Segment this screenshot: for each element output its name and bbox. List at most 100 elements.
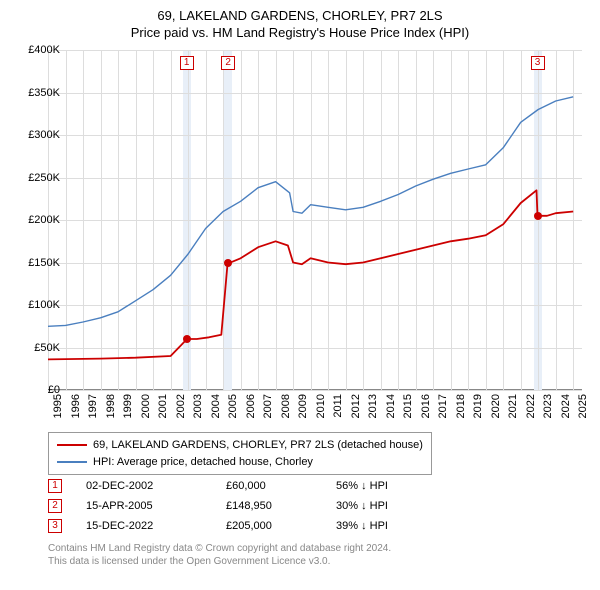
sales-row: 1 02-DEC-2002£60,00056% ↓ HPI bbox=[48, 476, 436, 496]
sales-row: 215-APR-2005£148,95030% ↓ HPI bbox=[48, 496, 436, 516]
xtick-label: 2015 bbox=[402, 394, 414, 418]
xtick-label: 2006 bbox=[245, 394, 257, 418]
xtick-label: 1996 bbox=[70, 394, 82, 418]
sales-marker: 1 bbox=[48, 479, 62, 493]
sales-marker: 3 bbox=[48, 519, 62, 533]
gridline-v bbox=[153, 50, 154, 390]
footer-line1: Contains HM Land Registry data © Crown c… bbox=[48, 542, 391, 555]
legend-swatch bbox=[57, 444, 87, 446]
sales-row: 3 15-DEC-2022£205,00039% ↓ HPI bbox=[48, 516, 436, 536]
xtick-label: 2016 bbox=[420, 394, 432, 418]
gridline-v bbox=[538, 50, 539, 390]
xtick-label: 2018 bbox=[455, 394, 467, 418]
xtick-label: 1998 bbox=[105, 394, 117, 418]
ytick-label: £50K bbox=[14, 342, 60, 354]
sale-dot bbox=[534, 212, 542, 220]
chart-area: 1 2 3 bbox=[48, 50, 582, 390]
gridline-v bbox=[136, 50, 137, 390]
gridline-v bbox=[328, 50, 329, 390]
marker-box: 3 bbox=[531, 56, 545, 70]
gridline-v bbox=[171, 50, 172, 390]
gridline-v bbox=[101, 50, 102, 390]
ytick-label: £200K bbox=[14, 214, 60, 226]
marker-box: 2 bbox=[221, 56, 235, 70]
gridline-v bbox=[381, 50, 382, 390]
gridline-v bbox=[241, 50, 242, 390]
xtick-label: 2009 bbox=[297, 394, 309, 418]
xtick-label: 2003 bbox=[192, 394, 204, 418]
gridline-v bbox=[503, 50, 504, 390]
chart-container: 69, LAKELAND GARDENS, CHORLEY, PR7 2LS P… bbox=[0, 0, 600, 590]
gridline-v bbox=[311, 50, 312, 390]
gridline-v bbox=[223, 50, 224, 390]
gridline-v bbox=[416, 50, 417, 390]
sales-diff: 30% ↓ HPI bbox=[336, 500, 436, 512]
gridline-h bbox=[48, 135, 582, 136]
ytick-label: £250K bbox=[14, 172, 60, 184]
xtick-label: 2000 bbox=[140, 394, 152, 418]
legend-row: HPI: Average price, detached house, Chor… bbox=[57, 454, 423, 471]
gridline-h bbox=[48, 305, 582, 306]
legend-row: 69, LAKELAND GARDENS, CHORLEY, PR7 2LS (… bbox=[57, 437, 423, 454]
gridline-v bbox=[451, 50, 452, 390]
xtick-label: 1997 bbox=[87, 394, 99, 418]
gridline-v bbox=[83, 50, 84, 390]
gridline-v bbox=[363, 50, 364, 390]
xtick-label: 2014 bbox=[385, 394, 397, 418]
sales-price: £205,000 bbox=[226, 520, 336, 532]
ytick-label: £400K bbox=[14, 44, 60, 56]
xtick-label: 2019 bbox=[472, 394, 484, 418]
xtick-label: 2012 bbox=[350, 394, 362, 418]
sales-marker: 2 bbox=[48, 499, 62, 513]
sale-dot bbox=[224, 259, 232, 267]
title-subtitle: Price paid vs. HM Land Registry's House … bbox=[0, 25, 600, 42]
marker-box: 1 bbox=[180, 56, 194, 70]
sale-dot bbox=[183, 335, 191, 343]
gridline-v bbox=[66, 50, 67, 390]
gridline-v bbox=[573, 50, 574, 390]
gridline-v bbox=[276, 50, 277, 390]
xtick-label: 2002 bbox=[175, 394, 187, 418]
title-block: 69, LAKELAND GARDENS, CHORLEY, PR7 2LS P… bbox=[0, 0, 600, 42]
legend-label: HPI: Average price, detached house, Chor… bbox=[93, 454, 313, 471]
sales-date: 02-DEC-2002 bbox=[86, 480, 226, 492]
xtick-label: 2025 bbox=[577, 394, 589, 418]
sales-price: £60,000 bbox=[226, 480, 336, 492]
gridline-v bbox=[486, 50, 487, 390]
gridline-h bbox=[48, 50, 582, 51]
xtick-label: 2023 bbox=[542, 394, 554, 418]
gridline-h bbox=[48, 348, 582, 349]
footer-line2: This data is licensed under the Open Gov… bbox=[48, 555, 391, 568]
xtick-label: 2001 bbox=[157, 394, 169, 418]
xtick-label: 2022 bbox=[525, 394, 537, 418]
xtick-label: 2008 bbox=[280, 394, 292, 418]
xtick-label: 1999 bbox=[122, 394, 134, 418]
legend-swatch bbox=[57, 461, 87, 463]
sales-diff: 39% ↓ HPI bbox=[336, 520, 436, 532]
xtick-label: 2007 bbox=[262, 394, 274, 418]
gridline-v bbox=[398, 50, 399, 390]
sales-diff: 56% ↓ HPI bbox=[336, 480, 436, 492]
title-address: 69, LAKELAND GARDENS, CHORLEY, PR7 2LS bbox=[0, 8, 600, 25]
legend-label: 69, LAKELAND GARDENS, CHORLEY, PR7 2LS (… bbox=[93, 437, 423, 454]
gridline-v bbox=[556, 50, 557, 390]
sales-date: 15-DEC-2022 bbox=[86, 520, 226, 532]
arrow-down-icon: ↓ bbox=[361, 520, 367, 532]
sales-price: £148,950 bbox=[226, 500, 336, 512]
gridline-v bbox=[258, 50, 259, 390]
xtick-label: 2017 bbox=[437, 394, 449, 418]
xtick-label: 2005 bbox=[227, 394, 239, 418]
xtick-label: 2020 bbox=[490, 394, 502, 418]
gridline-h bbox=[48, 220, 582, 221]
xtick-label: 2010 bbox=[315, 394, 327, 418]
footer-attribution: Contains HM Land Registry data © Crown c… bbox=[48, 542, 391, 568]
ytick-label: £350K bbox=[14, 87, 60, 99]
xtick-label: 2021 bbox=[507, 394, 519, 418]
ytick-label: £100K bbox=[14, 299, 60, 311]
ytick-label: £300K bbox=[14, 129, 60, 141]
sales-table: 1 02-DEC-2002£60,00056% ↓ HPI 215-APR-2005… bbox=[48, 476, 436, 536]
gridline-v bbox=[433, 50, 434, 390]
gridline-v bbox=[346, 50, 347, 390]
ytick-label: £150K bbox=[14, 257, 60, 269]
gridline-h bbox=[48, 390, 582, 391]
